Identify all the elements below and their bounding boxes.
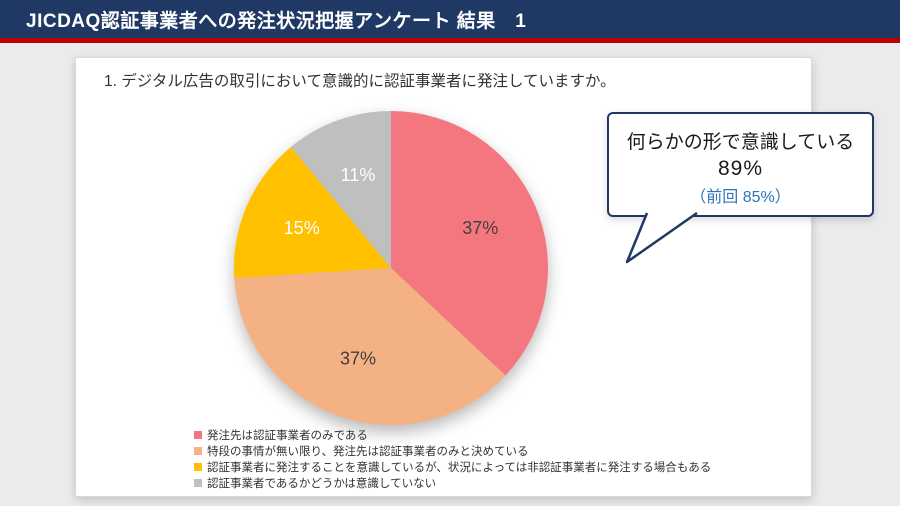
legend-item: 認証事業者に発注することを意識しているが、状況によっては非認証事業者に発注する場… bbox=[194, 459, 711, 474]
pie-slice-label: 15% bbox=[284, 218, 320, 238]
header-bar: JICDAQ認証事業者への発注状況把握アンケート 結果 1 bbox=[0, 0, 900, 38]
legend-label: 認証事業者であるかどうかは意識していない bbox=[207, 477, 437, 490]
accent-line bbox=[0, 38, 900, 43]
pie-slice-0 bbox=[391, 111, 548, 376]
pie-slice-1 bbox=[234, 268, 506, 425]
legend-label: 特段の事情が無い限り、発注先は認証事業者のみと決めている bbox=[207, 445, 529, 458]
legend-swatch bbox=[194, 478, 202, 487]
callout-bubble: 何らかの形で意識している 89% （前回 85%） bbox=[607, 112, 874, 264]
pie-slice-label: 37% bbox=[340, 348, 376, 368]
legend-item: 認証事業者であるかどうかは意識していない bbox=[194, 475, 711, 490]
legend-label: 発注先は認証事業者のみである bbox=[207, 429, 368, 442]
chart-legend: 発注先は認証事業者のみである特段の事情が無い限り、発注先は認証事業者のみと決めて… bbox=[194, 427, 711, 490]
legend-swatch bbox=[194, 446, 202, 455]
legend-item: 発注先は認証事業者のみである bbox=[194, 427, 711, 442]
pie-chart: 37% 37% 15% 11% bbox=[233, 111, 548, 425]
callout-previous: （前回 85%） bbox=[690, 189, 791, 206]
callout-tail bbox=[625, 212, 698, 264]
pie-slice-2 bbox=[233, 147, 391, 278]
legend-swatch bbox=[194, 462, 202, 471]
pie-slice-label: 37% bbox=[462, 218, 498, 238]
pie-slice-label: 11% bbox=[341, 165, 376, 185]
question-title: 1. デジタル広告の取引において意識的に認証事業者に発注していますか。 bbox=[104, 73, 616, 90]
callout-value: 89% bbox=[717, 157, 764, 180]
legend-swatch bbox=[194, 430, 202, 439]
legend-item: 特段の事情が無い限り、発注先は認証事業者のみと決めている bbox=[194, 443, 711, 458]
callout-text: 何らかの形で意識している bbox=[626, 132, 855, 153]
pie-slice-3 bbox=[290, 111, 391, 268]
page-title: JICDAQ認証事業者への発注状況把握アンケート 結果 1 bbox=[26, 10, 527, 32]
legend-label: 認証事業者に発注することを意識しているが、状況によっては非認証事業者に発注する場… bbox=[207, 461, 712, 474]
